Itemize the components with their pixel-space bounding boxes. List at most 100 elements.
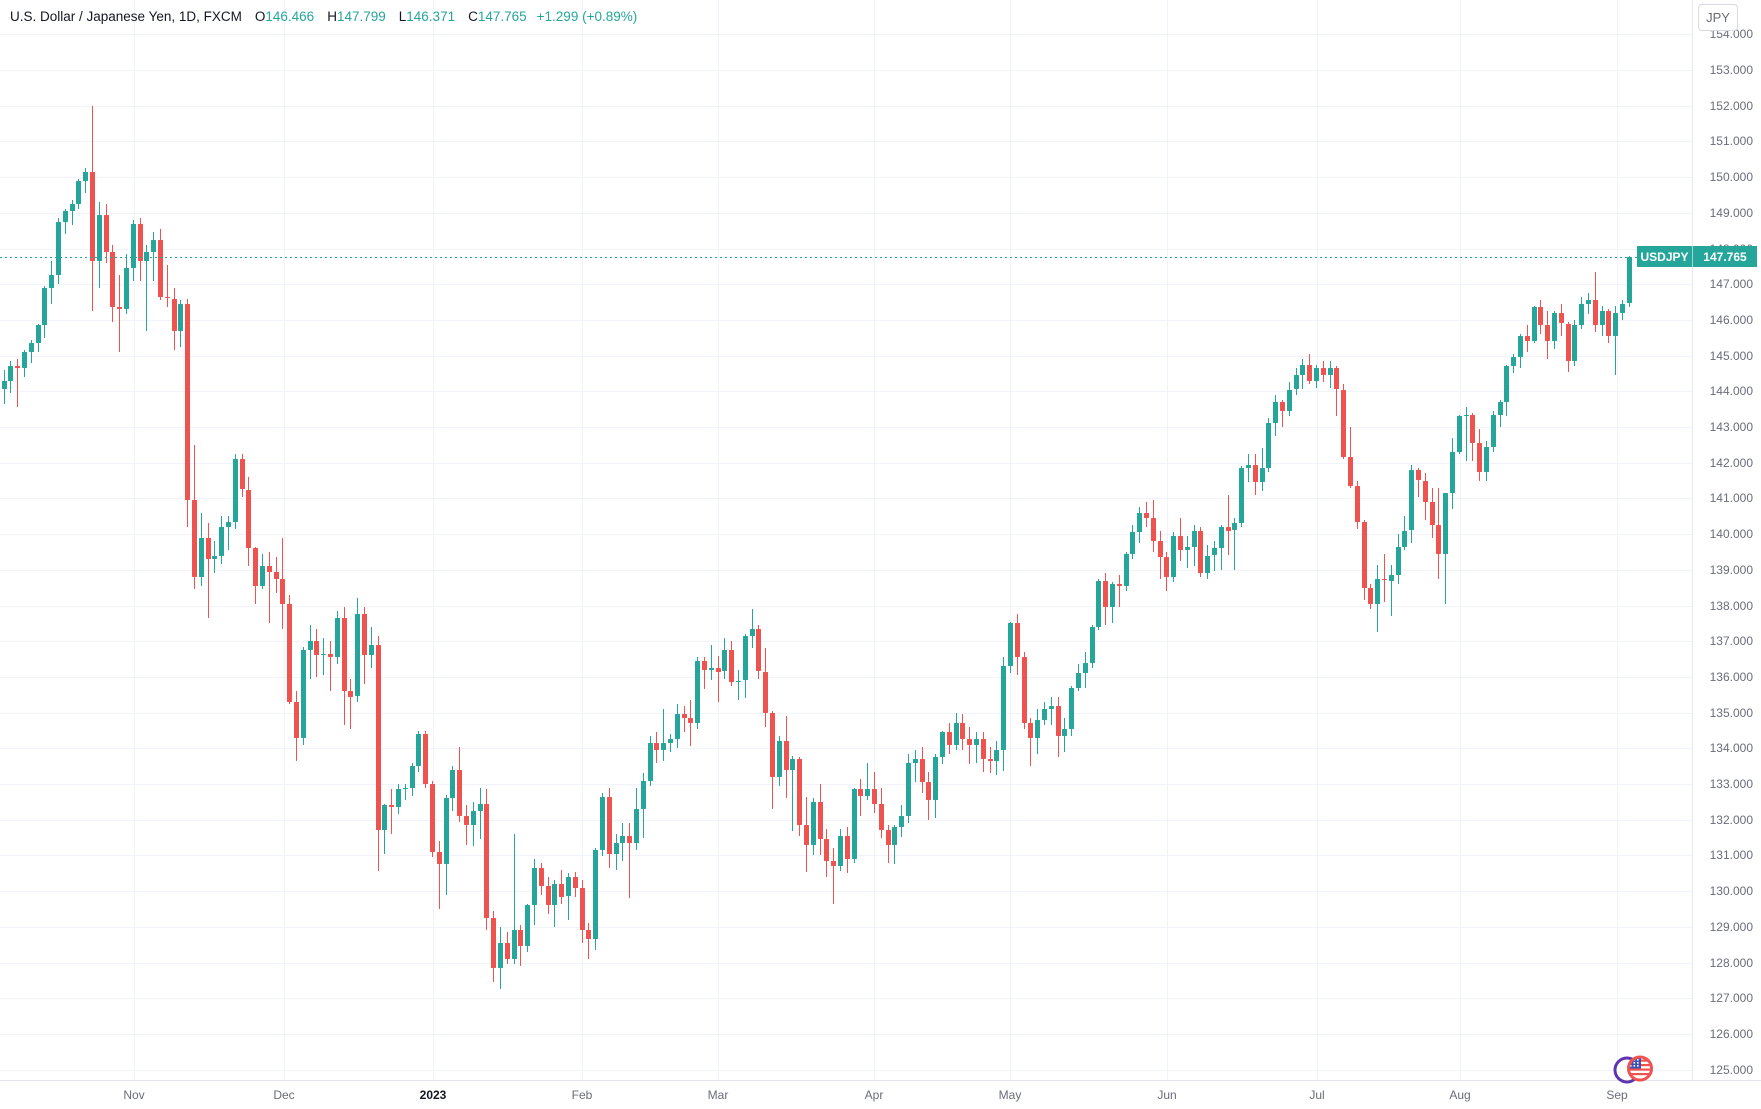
- h-gridline: [0, 569, 1692, 571]
- v-gridline: [134, 0, 135, 1080]
- candle-wick: [737, 669, 739, 701]
- candle-body: [1361, 521, 1367, 588]
- candle-body: [810, 801, 816, 845]
- candle-body: [640, 780, 646, 810]
- price-tick-label: 139.000: [1709, 562, 1753, 577]
- candle-wick: [1390, 564, 1392, 617]
- candle-body: [912, 759, 918, 763]
- h-gridline: [0, 141, 1692, 143]
- candle-body: [606, 796, 612, 854]
- candle-body: [579, 887, 585, 931]
- currency-unit-button[interactable]: JPY: [1698, 4, 1738, 31]
- candle-body: [253, 548, 259, 586]
- candle-body: [858, 789, 864, 797]
- time-tick-label: Jul: [1309, 1088, 1325, 1102]
- candle-body: [307, 641, 313, 651]
- h-gridline: [0, 676, 1692, 678]
- candle-body: [96, 214, 102, 261]
- candle-body: [1007, 623, 1013, 667]
- candlestick-plot-area[interactable]: [0, 0, 1692, 1080]
- candle-body: [1191, 530, 1197, 547]
- price-tick-label: 132.000: [1709, 812, 1753, 827]
- candle-body: [1225, 527, 1231, 531]
- candle-wick: [404, 784, 406, 801]
- price-tick-label: 129.000: [1709, 919, 1753, 934]
- candle-body: [1028, 723, 1034, 738]
- candle-body: [511, 930, 517, 959]
- last-price-dotted-line: [0, 256, 1692, 258]
- candle-body: [572, 876, 578, 888]
- time-tick-label: Feb: [571, 1088, 593, 1102]
- badge-price: 147.765: [1693, 246, 1757, 268]
- candle-body: [980, 739, 986, 759]
- candle-body: [1449, 452, 1455, 494]
- candle-body: [1286, 389, 1292, 411]
- v-gridline: [874, 0, 875, 1080]
- candle-body: [973, 739, 979, 745]
- candle-body: [1218, 527, 1224, 549]
- low-value: 146.371: [406, 9, 456, 24]
- price-tick-label: 134.000: [1709, 741, 1753, 756]
- candle-body: [960, 723, 966, 740]
- candle-body: [1300, 364, 1306, 376]
- time-axis[interactable]: Nov Dec 2023 Feb Mar Apr May Jun Jul Aug Sep: [0, 1080, 1761, 1109]
- candle-body: [1062, 728, 1068, 736]
- candle-body: [171, 298, 177, 331]
- candle-body: [824, 839, 830, 861]
- candle-wick: [792, 755, 794, 831]
- open-value: 146.466: [265, 9, 315, 24]
- instrument-flags-logo[interactable]: [1611, 1051, 1657, 1087]
- candle-body: [1307, 364, 1313, 381]
- candle-body: [559, 884, 565, 897]
- price-tick-label: 146.000: [1709, 312, 1753, 327]
- price-axis[interactable]: 154.000 153.000 152.000 151.000 150.000 149.0…: [1692, 0, 1761, 1080]
- candle-body: [157, 239, 163, 297]
- candle-wick: [1281, 400, 1283, 427]
- candle-body: [878, 803, 884, 831]
- candle-body: [593, 850, 599, 940]
- candle-body: [504, 942, 510, 959]
- time-tick-label: 2023: [419, 1088, 447, 1102]
- h-gridline: [0, 784, 1692, 785]
- candle-body: [287, 603, 293, 702]
- price-tick-label: 135.000: [1709, 705, 1753, 720]
- candle-body: [1001, 666, 1007, 751]
- h-gridline: [0, 962, 1692, 964]
- candle-body: [633, 809, 639, 843]
- candle-body: [552, 884, 558, 906]
- candle-body: [1483, 446, 1489, 472]
- h-gridline: [0, 748, 1692, 750]
- candle-body: [239, 459, 245, 490]
- time-tick-label: Dec: [273, 1088, 295, 1102]
- candle-body: [259, 566, 265, 586]
- candle-body: [382, 805, 388, 831]
- candle-wick: [567, 873, 569, 920]
- symbol-title[interactable]: U.S. Dollar / Japanese Yen, 1D, FXCM: [10, 9, 242, 24]
- price-tick-label: 126.000: [1709, 1026, 1753, 1041]
- candle-wick: [227, 516, 229, 551]
- candle-body: [1171, 535, 1177, 577]
- candle-body: [1069, 687, 1075, 729]
- candle-body: [565, 876, 571, 897]
- candle-body: [110, 252, 116, 308]
- candle-body: [1164, 557, 1170, 577]
- h-gridline: [0, 105, 1692, 107]
- candle-wick: [1417, 468, 1419, 497]
- candle-body: [280, 578, 286, 604]
- candle-body: [1477, 443, 1483, 472]
- candle-body: [300, 650, 306, 738]
- candle-body: [1395, 546, 1401, 576]
- candle-body: [1504, 366, 1510, 402]
- candle-body: [586, 930, 592, 940]
- candle-wick: [1213, 541, 1215, 572]
- h-gridline: [0, 34, 1692, 36]
- candle-body: [708, 668, 714, 670]
- candle-body: [69, 203, 75, 211]
- h-gridline: [0, 427, 1692, 428]
- h-gridline: [0, 319, 1692, 321]
- candle-wick: [588, 923, 590, 959]
- price-tick-label: 127.000: [1709, 991, 1753, 1006]
- candle-body: [1334, 368, 1340, 390]
- candle-body: [1293, 375, 1299, 390]
- candle-body: [783, 741, 789, 770]
